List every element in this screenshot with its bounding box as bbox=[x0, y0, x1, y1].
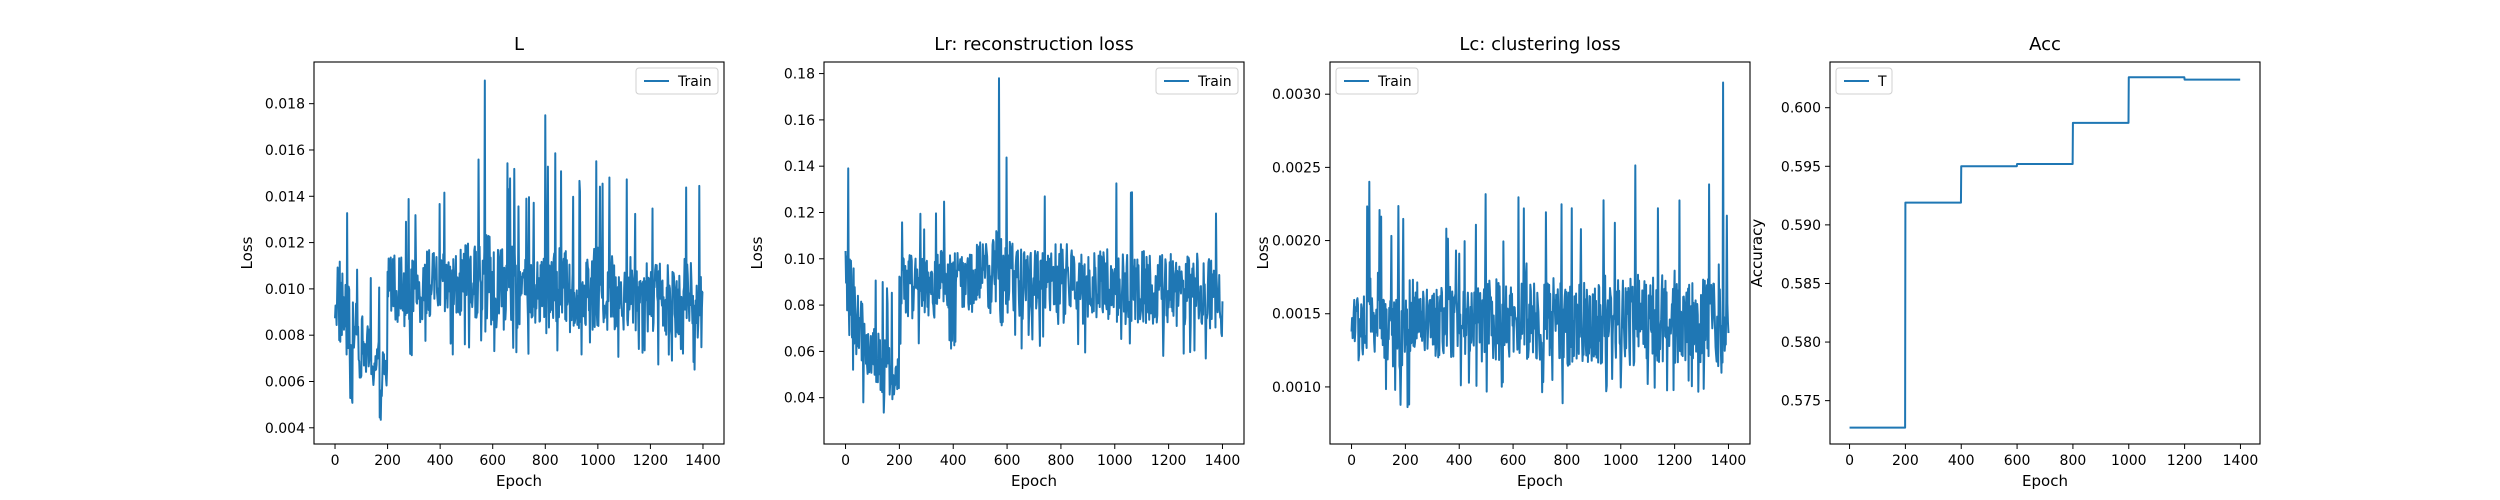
subplot-2: Lr: reconstruction loss 0 200 400 600 800 1000… bbox=[748, 34, 1245, 490]
x-tick-label: 1000 bbox=[2111, 453, 2147, 469]
x-tick-label: 600 bbox=[1500, 453, 1527, 469]
legend: Train bbox=[635, 67, 719, 95]
x-tick-label: 1000 bbox=[580, 453, 616, 469]
x-axis-label: Epoch bbox=[2022, 472, 2068, 490]
legend-label: Train bbox=[1197, 74, 1232, 90]
plot-title: Lc: clustering loss bbox=[1459, 34, 1620, 55]
y-tick-label: 0.012 bbox=[265, 236, 305, 252]
y-tick-label: 0.12 bbox=[784, 205, 815, 221]
x-tick-label: 200 bbox=[1392, 453, 1419, 469]
y-axis-label: Loss bbox=[1254, 236, 1272, 269]
x-tick-label: 800 bbox=[1554, 453, 1581, 469]
x-tick-label: 400 bbox=[1948, 453, 1975, 469]
series-line-train bbox=[334, 79, 704, 421]
y-tick-label: 0.14 bbox=[784, 159, 815, 175]
legend: Train bbox=[1155, 67, 1239, 95]
x-tick-label: 1200 bbox=[1657, 453, 1693, 469]
legend: T bbox=[1835, 67, 1893, 95]
x-tick-label: 200 bbox=[374, 453, 401, 469]
x-axis-label: Epoch bbox=[496, 472, 542, 490]
y-tick-label: 0.004 bbox=[265, 421, 305, 437]
y-tick-label: 0.10 bbox=[784, 252, 815, 268]
x-tick-label: 1000 bbox=[1603, 453, 1639, 469]
legend-box bbox=[635, 67, 719, 95]
legend-label: Train bbox=[1377, 74, 1412, 90]
y-tick-label: 0.08 bbox=[784, 298, 815, 314]
y-tick-label: 0.16 bbox=[784, 113, 815, 129]
legend-box bbox=[1335, 67, 1419, 95]
x-tick-label: 600 bbox=[2004, 453, 2031, 469]
x-tick-label: 800 bbox=[1048, 453, 1075, 469]
y-tick-label: 0.0025 bbox=[1272, 160, 1321, 176]
y-tick-label: 0.0030 bbox=[1272, 87, 1321, 103]
x-tick-label: 400 bbox=[427, 453, 454, 469]
x-tick-label: 1400 bbox=[1205, 453, 1241, 469]
axes-frame bbox=[1829, 61, 2261, 445]
x-tick-label: 1400 bbox=[685, 453, 721, 469]
y-tick-label: 0.018 bbox=[265, 97, 305, 113]
axes-frame bbox=[313, 61, 725, 445]
x-tick-label: 1400 bbox=[1711, 453, 1747, 469]
y-tick-label: 0.580 bbox=[1781, 335, 1821, 351]
x-tick-label: 400 bbox=[940, 453, 967, 469]
y-axis-label: Accuracy bbox=[1748, 219, 1766, 288]
y-tick-label: 0.010 bbox=[265, 282, 305, 298]
x-tick-label: 1200 bbox=[633, 453, 669, 469]
y-axis-label: Loss bbox=[238, 236, 256, 269]
x-tick-label: 0 bbox=[331, 453, 340, 469]
x-tick-label: 1200 bbox=[2167, 453, 2203, 469]
legend-box bbox=[1155, 67, 1239, 95]
y-axis-label: Loss bbox=[748, 236, 766, 269]
x-tick-label: 0 bbox=[1845, 453, 1854, 469]
y-tick-label: 0.0010 bbox=[1272, 380, 1321, 396]
x-tick-label: 600 bbox=[479, 453, 506, 469]
x-tick-label: 400 bbox=[1446, 453, 1473, 469]
x-axis-label: Epoch bbox=[1011, 472, 1057, 490]
y-tick-label: 0.06 bbox=[784, 344, 815, 360]
x-tick-label: 1000 bbox=[1097, 453, 1133, 469]
subplot-3: Lc: clustering loss 0 200 400 600 800 1000 1200… bbox=[1254, 34, 1751, 490]
legend-label: Train bbox=[677, 74, 712, 90]
series-line-train bbox=[844, 77, 1224, 414]
legend-label: T bbox=[1877, 74, 1887, 90]
plot-title: Lr: reconstruction loss bbox=[934, 34, 1133, 55]
legend: Train bbox=[1335, 67, 1419, 95]
y-tick-label: 0.600 bbox=[1781, 101, 1821, 117]
x-tick-label: 1200 bbox=[1151, 453, 1187, 469]
x-tick-label: 200 bbox=[886, 453, 913, 469]
y-tick-label: 0.008 bbox=[265, 328, 305, 344]
x-tick-label: 1400 bbox=[2223, 453, 2259, 469]
axes-frame bbox=[1329, 61, 1751, 445]
x-tick-label: 0 bbox=[841, 453, 850, 469]
y-tick-label: 0.595 bbox=[1781, 159, 1821, 175]
y-tick-label: 0.18 bbox=[784, 67, 815, 83]
y-tick-label: 0.014 bbox=[265, 189, 305, 205]
y-tick-label: 0.585 bbox=[1781, 276, 1821, 292]
x-tick-label: 200 bbox=[1892, 453, 1919, 469]
subplot-1: L 0 200 400 600 800 1000 1200 1400 0.004 0.006 0.00… bbox=[238, 34, 725, 490]
y-tick-label: 0.575 bbox=[1781, 394, 1821, 410]
x-axis-label: Epoch bbox=[1517, 472, 1563, 490]
y-tick-label: 0.0015 bbox=[1272, 307, 1321, 323]
series-line-train bbox=[1350, 81, 1730, 409]
plot-title: L bbox=[514, 34, 524, 55]
series-line-t bbox=[1849, 76, 2241, 429]
x-tick-label: 800 bbox=[2060, 453, 2087, 469]
y-tick-label: 0.04 bbox=[784, 391, 815, 407]
y-tick-label: 0.016 bbox=[265, 143, 305, 159]
y-tick-label: 0.590 bbox=[1781, 218, 1821, 234]
plot-title: Acc bbox=[2029, 34, 2061, 55]
axes-frame bbox=[823, 61, 1245, 445]
x-tick-label: 600 bbox=[994, 453, 1021, 469]
y-tick-label: 0.0020 bbox=[1272, 234, 1321, 250]
y-tick-label: 0.006 bbox=[265, 374, 305, 390]
subplot-4: Acc 0 200 400 600 800 1000 1200 1400 0.575 0.580 0.… bbox=[1748, 34, 2261, 490]
x-tick-label: 800 bbox=[532, 453, 559, 469]
x-tick-label: 0 bbox=[1347, 453, 1356, 469]
